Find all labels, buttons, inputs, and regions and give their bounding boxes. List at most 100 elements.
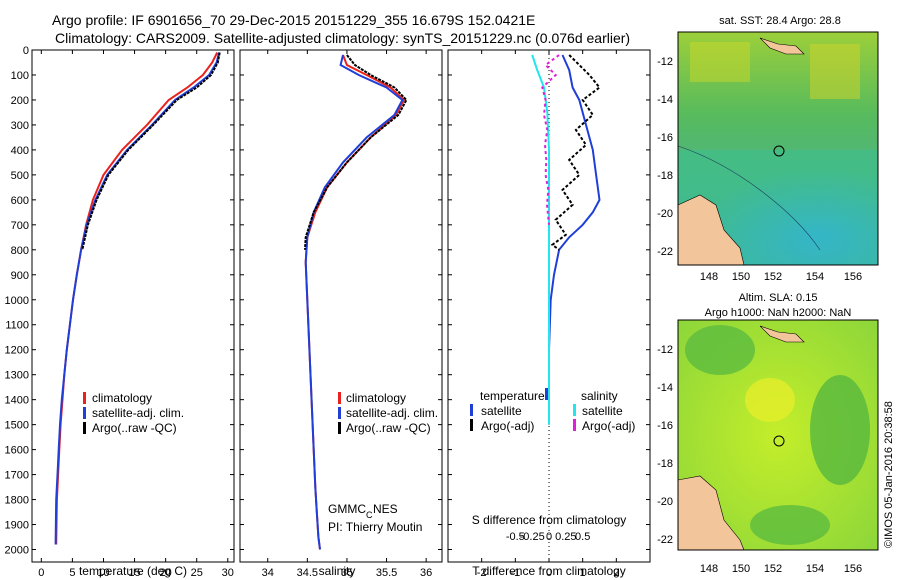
x-tick-label: 5 [69,567,75,579]
legend-label-climatology: climatology [346,391,406,405]
salinity-panel-frame [239,49,443,563]
difference-xlabel-top: S difference from climatology [472,513,627,527]
x-tick-label: 0 [546,567,552,579]
x-tick-label: 36 [420,567,432,579]
x-tick-label: 35 [341,567,353,579]
difference-legend: temperature salinity satellite Argo(-adj… [470,388,635,433]
x-tick-label: -1 [510,567,520,579]
legend-swatch-s-argo [573,419,576,431]
s-tick-label: 0.25 [555,531,576,543]
series-line [550,54,601,251]
x-tick-label: 0 [38,567,44,579]
sla-y-ticks: -12 -14 -16 -18 -20 -22 [657,344,673,546]
sla-ytick: -12 [657,344,673,356]
temperature-legend: climatology satellite-adj. clim. Argo(..… [83,391,184,435]
x-tick-label: 35.5 [376,567,397,579]
sla-xtick: 156 [844,563,862,575]
legend-label-climatology: climatology [92,391,152,405]
sla-land-island [759,325,805,343]
legend-label-satellite: satellite-adj. clim. [346,406,438,420]
legend-label-s-argo: Argo(-adj) [582,419,635,433]
y-tick-label: 1700 [5,470,29,482]
sst-y-ticks: -12 -14 -16 -18 -20 -22 [657,56,673,258]
sst-ytick: -16 [657,132,673,144]
sst-warm-patch [690,42,750,82]
x-tick-label: 34 [262,567,274,579]
legend-swatch-satellite [83,407,86,419]
sst-map-frame [677,31,879,266]
series-line [55,52,219,545]
gmmc-label: GMMC [328,502,366,516]
x-tick-label: 30 [222,567,234,579]
difference-chart: -2 -1 0 1 2-0.5-0.25 0 0.250.5 [448,49,650,579]
x-tick-label: 25 [191,567,203,579]
salinity-xlabel: salinity [319,564,356,578]
sst-map: sat. SST: 28.4 Argo: 28.8 148 150 152 15… [657,15,879,283]
sst-ytick: -20 [657,208,673,220]
s-tick-label: -0.25 [520,531,545,543]
sla-ytick: -14 [657,382,673,394]
sst-map-title: sat. SST: 28.4 Argo: 28.8 [719,15,841,27]
sst-land-island [759,37,805,55]
legend-title-salinity: salinity [581,389,618,403]
y-tick-label: 100 [11,70,29,82]
difference-xlabel: T difference from climatology [472,564,626,578]
sla-low-region [750,505,830,545]
legend-label-satellite: satellite-adj. clim. [92,406,184,420]
legend-title-temperature: temperature [480,389,545,403]
y-tick-label: 1300 [5,370,29,382]
sst-xtick: 154 [806,271,824,283]
sla-map-frame [677,319,879,551]
y-tick-label: 1000 [5,295,29,307]
x-tick-label: 20 [160,567,172,579]
x-tick-label: 1 [580,567,586,579]
sst-warm-patch [810,44,860,99]
temperature-xlabel: temperature (deg C) [79,564,187,578]
legend-label-s-satellite: satellite [582,404,623,418]
y-tick-label: 1600 [5,445,29,457]
sla-map-title: Altim. SLA: 0.15 [739,292,818,304]
y-tick-label: 1100 [5,320,29,332]
sst-x-ticks: 148 150 152 154 156 [700,271,862,283]
sst-depth-contour [677,145,821,251]
sla-ytick: -22 [657,534,673,546]
y-tick-label: 1800 [5,495,29,507]
legend-swatch-climatology [338,392,341,404]
legend-label-argo: Argo(..raw -QC) [92,421,177,435]
sla-argo-position-marker [773,435,785,447]
sst-xtick: 152 [764,271,782,283]
sla-low-region [685,325,755,375]
temperature-panel-frame [31,49,235,563]
sst-xtick: 150 [732,271,750,283]
series-line [541,54,560,225]
s-tick-label: -0.5 [506,531,525,543]
sla-ytick: -18 [657,458,673,470]
sla-map: Altim. SLA: 0.15 Argo h1000: NaN h2000: … [657,292,879,575]
s-tick-label: 0 [546,531,552,543]
sst-ytick: -22 [657,246,673,258]
sla-x-ticks: 148 150 152 154 156 [700,563,862,575]
sst-ytick: -12 [657,56,673,68]
sla-low-region [810,375,870,485]
sst-argo-position-marker [773,145,785,157]
legend-swatch-satellite [338,407,341,419]
legend-swatch-t-argo [470,419,473,431]
y-tick-label: 1200 [5,345,29,357]
legend-swatch-t-satellite [470,404,473,416]
y-tick-label: 2000 [5,545,29,557]
x-tick-label: 2 [613,567,619,579]
sla-xtick: 148 [700,563,718,575]
legend-marker [545,388,548,400]
sst-ytick: -14 [657,94,673,106]
x-tick-label: -2 [477,567,487,579]
sla-high-region [745,378,795,422]
gmmc-subscript: C [366,510,373,520]
sla-xtick: 150 [732,563,750,575]
legend-label-t-argo: Argo(-adj) [481,419,534,433]
s-tick-label: 0.5 [575,531,590,543]
imos-credit: ©IMOS 05-Jan-2016 20:38:58 [883,401,895,548]
salinity-chart: 34 34.5 35 35.5 36 [240,49,442,579]
series-line [54,52,221,545]
sla-ytick: -16 [657,420,673,432]
